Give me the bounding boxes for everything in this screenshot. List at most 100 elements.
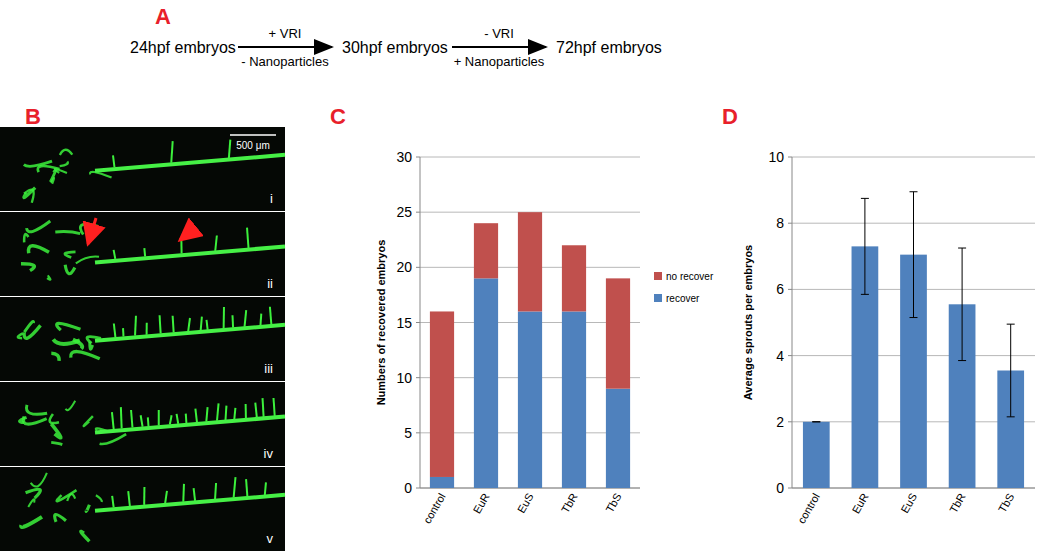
- vessel: [171, 141, 172, 163]
- category-label: TbS: [603, 491, 623, 514]
- tick-mark: [416, 488, 420, 489]
- image-label: iii: [264, 361, 273, 376]
- image-label: ii: [267, 276, 273, 291]
- vessel: [65, 252, 76, 258]
- arrow-label: - Nanoparticles: [241, 54, 329, 69]
- step-label: 24hpf embryos: [130, 39, 236, 56]
- vessel: [131, 410, 132, 428]
- vessel: [206, 407, 207, 421]
- vessel: [53, 339, 80, 344]
- vessel: [57, 490, 77, 501]
- vessel: [185, 414, 188, 424]
- category-label: control: [421, 491, 448, 526]
- category-label: EuR: [471, 491, 492, 516]
- plot-area: [430, 212, 630, 488]
- vessel: [23, 416, 46, 424]
- panel-label: A: [155, 4, 171, 29]
- figure: A24hpf embryos30hpf embryos72hpf embryos…: [0, 0, 1050, 554]
- vessel: [165, 491, 167, 503]
- image-label: iv: [264, 446, 274, 461]
- image-background: [0, 467, 285, 551]
- error-cap: [812, 421, 820, 422]
- error-bar: [913, 192, 914, 318]
- vessel: [147, 417, 150, 426]
- tick-label: 5: [404, 425, 412, 441]
- tick-label: 10: [396, 370, 412, 386]
- legend-swatch: [654, 272, 662, 280]
- vessel: [84, 416, 93, 426]
- vessel: [122, 328, 124, 336]
- vessel: [65, 265, 75, 274]
- legend-swatch: [654, 294, 662, 302]
- tick-mark: [416, 212, 420, 213]
- flow-arrow: [238, 46, 332, 48]
- vessel: [143, 248, 146, 256]
- grid-line: [420, 157, 640, 158]
- vessel: [28, 499, 34, 507]
- tick-label: 20: [396, 259, 412, 275]
- vessel: [217, 403, 219, 420]
- vessel: [201, 317, 202, 331]
- vessel: [113, 155, 114, 167]
- vessel: [26, 489, 41, 498]
- vessel: [195, 409, 197, 423]
- arrow-label: - VRI: [484, 26, 514, 41]
- tick-label: 8: [776, 215, 784, 231]
- vessel: [51, 178, 54, 184]
- plot-area: [803, 192, 1024, 488]
- tick-mark: [788, 289, 792, 290]
- tick-label: 30: [396, 149, 412, 165]
- vessel: [173, 316, 174, 333]
- image-background: [0, 212, 285, 296]
- image-background: [0, 382, 285, 466]
- vessel: [95, 247, 285, 263]
- vessel: [160, 315, 161, 333]
- vessel: [182, 484, 185, 502]
- error-cap: [1007, 416, 1015, 417]
- vessel: [112, 412, 114, 429]
- vessel: [223, 307, 225, 329]
- tick-label: 2: [776, 414, 784, 430]
- step-label: 30hpf embryos: [342, 39, 448, 56]
- vessel: [207, 320, 208, 330]
- tick-label: 25: [396, 204, 412, 220]
- tick-label: 15: [396, 315, 412, 331]
- y-axis-label: Average sprouts per embryos: [742, 245, 754, 400]
- vessel: [245, 404, 247, 418]
- vessel: [95, 155, 285, 171]
- tick-mark: [788, 421, 792, 422]
- vessel: [158, 410, 160, 425]
- tick-mark: [788, 355, 792, 356]
- vessel: [18, 333, 23, 338]
- error-cap: [861, 198, 869, 199]
- vessel: [20, 417, 27, 422]
- tick-mark: [788, 223, 792, 224]
- scale-bar-label: 500 μm: [236, 140, 270, 151]
- category-label: TbR: [947, 491, 968, 515]
- vessel: [95, 495, 285, 511]
- panel-label: C: [330, 104, 346, 129]
- tick-label: 6: [776, 281, 784, 297]
- tick-label: 4: [776, 348, 784, 364]
- vessel: [95, 417, 285, 433]
- bar: [430, 477, 454, 488]
- vessel: [55, 232, 80, 234]
- panel-label: B: [25, 104, 41, 129]
- vessel: [27, 221, 51, 232]
- bar: [562, 245, 586, 311]
- vessel: [194, 488, 195, 501]
- vessel: [57, 323, 81, 330]
- vessel: [246, 479, 247, 496]
- vessel: [274, 398, 275, 416]
- image-label: i: [270, 191, 273, 206]
- pointer-arrow: [180, 227, 196, 240]
- vessel: [245, 310, 247, 327]
- category-label: EuS: [898, 491, 919, 515]
- vessel: [21, 264, 34, 271]
- vessel: [255, 403, 257, 418]
- vessel: [24, 321, 33, 332]
- vessel: [234, 408, 235, 420]
- vessel: [60, 161, 68, 166]
- micrograph: [0, 382, 285, 466]
- category-label: TbS: [996, 491, 1016, 514]
